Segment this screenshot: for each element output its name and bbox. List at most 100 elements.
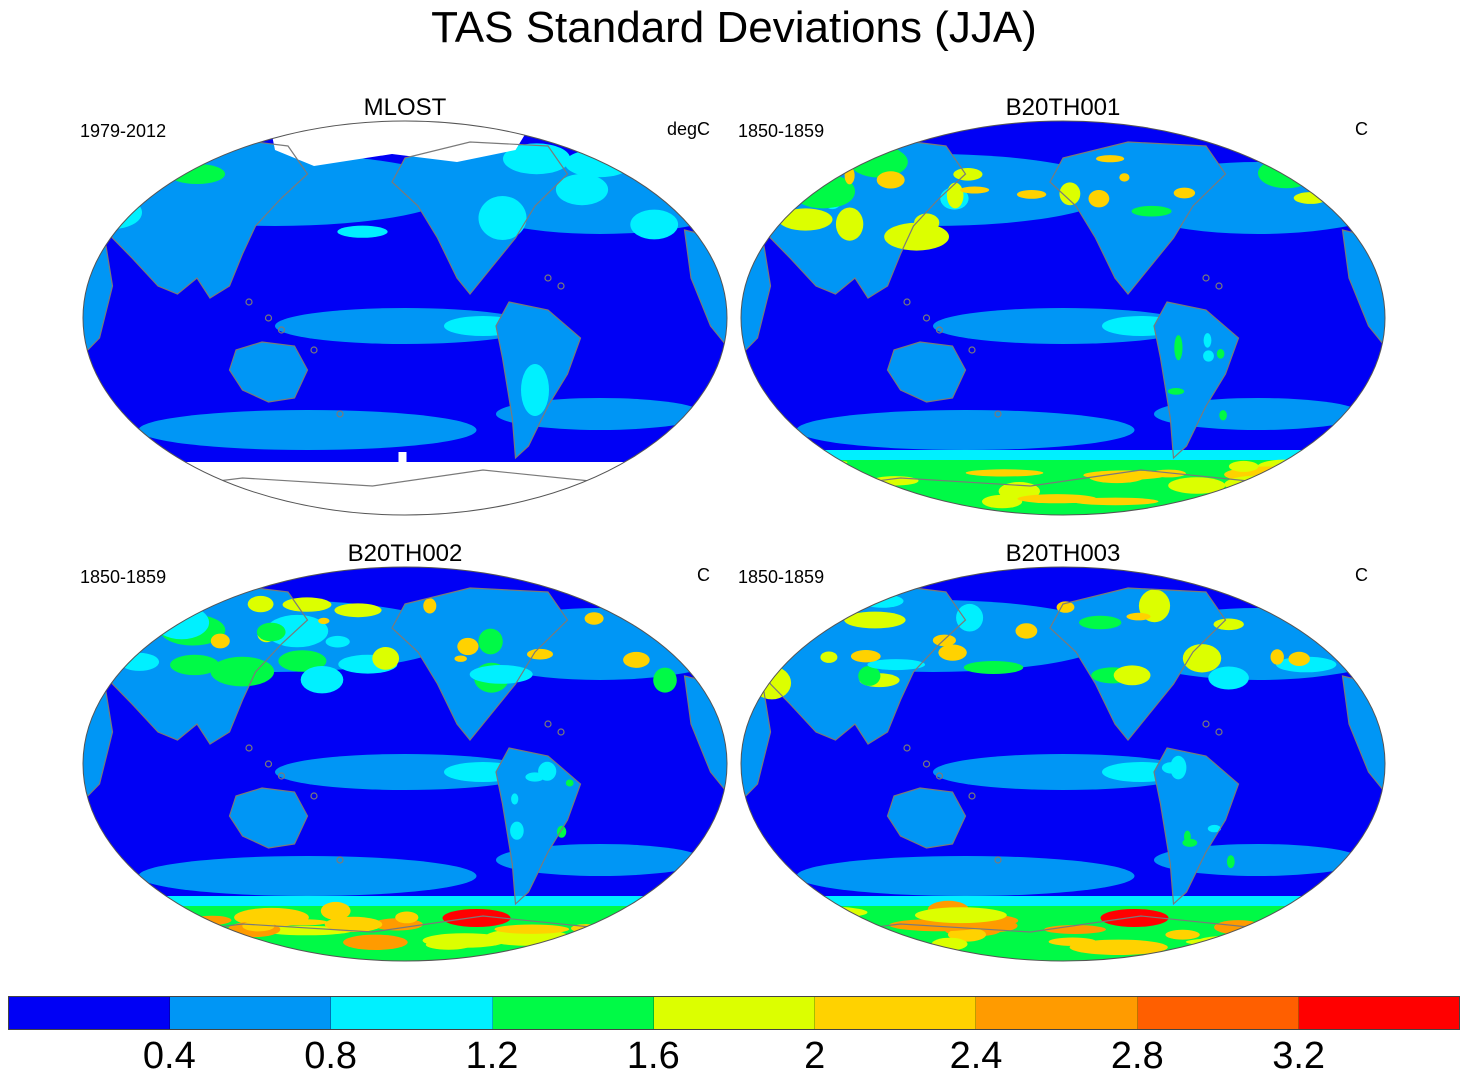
coastline-samerica	[495, 301, 582, 460]
variability-blob	[555, 174, 609, 206]
variability-blob	[1208, 666, 1249, 690]
island-outline	[1202, 720, 1210, 728]
variability-blob	[756, 608, 802, 624]
antarctic-peak	[1354, 480, 1383, 492]
variability-blob	[1213, 618, 1244, 631]
variability-blob	[564, 149, 633, 178]
island-outline	[264, 314, 273, 322]
island-outline	[968, 346, 976, 354]
antarctic-blob	[1044, 925, 1106, 934]
antarctic-blob	[753, 490, 793, 510]
antarctic-blob	[595, 920, 675, 935]
colorbar-tick-label: 2.8	[1110, 1035, 1164, 1077]
antarctic-blob	[1271, 914, 1333, 934]
variability-blob	[1219, 410, 1227, 421]
variability-blob	[1283, 593, 1301, 621]
coastline-namerica	[1049, 141, 1227, 295]
panel-title: MLOST	[363, 94, 447, 121]
colorbar-box	[9, 997, 171, 1029]
antarctic-blob	[137, 902, 169, 919]
variability-blob	[83, 607, 146, 625]
variability-blob	[372, 647, 400, 670]
variability-blob	[1059, 182, 1081, 206]
variability-blob	[1203, 333, 1212, 348]
island-outline	[1215, 282, 1223, 290]
antarctic-blob	[751, 458, 848, 466]
coastline-asia	[98, 137, 309, 299]
variability-blob	[1126, 612, 1151, 621]
variability-blob	[778, 208, 833, 231]
island-outline	[310, 792, 318, 800]
land-fill	[887, 788, 966, 848]
colorbar-tick-label: 2.4	[949, 1035, 1003, 1077]
colorbar-box	[331, 997, 493, 1029]
variability-blob	[145, 592, 167, 606]
variability-blob	[794, 164, 838, 181]
variability-blob	[841, 144, 904, 171]
island-outline	[336, 856, 344, 864]
period-label: 1850-1859	[80, 567, 167, 587]
island-outline	[935, 772, 944, 780]
antarctic-blob	[1306, 462, 1385, 475]
period-label: 1850-1859	[738, 121, 825, 141]
antarctic-band-edge	[741, 450, 1385, 460]
antarctic-peak	[743, 484, 772, 496]
panel-b20th001: B20TH001 1850-1859 C	[738, 94, 1388, 539]
antarctic-blob	[1290, 930, 1347, 938]
antarctic-blob	[1048, 937, 1097, 946]
variability-blob	[1096, 155, 1125, 163]
antarctic-blob	[741, 926, 823, 946]
variability-blob	[1056, 601, 1075, 613]
variability-blob	[963, 661, 1024, 674]
antarctic-peak	[696, 926, 725, 938]
antarctic-blob	[802, 465, 836, 472]
antarctic-blob	[425, 939, 472, 950]
variability-blob	[653, 667, 677, 693]
colorbar-box	[492, 997, 654, 1029]
island-outline	[336, 410, 344, 418]
variability-blob	[960, 186, 990, 194]
variability-blob	[478, 196, 527, 240]
antarctic-blob	[343, 934, 408, 950]
south-band	[138, 410, 477, 450]
variability-blob	[884, 222, 949, 251]
world-map	[740, 120, 1386, 516]
land-fill	[229, 788, 308, 848]
colorbar-tick-label: 2	[804, 1035, 826, 1077]
variability-blob	[1079, 615, 1122, 630]
units-label: degC	[666, 119, 710, 139]
variability-blob	[844, 611, 906, 629]
colorbar-tick-label: 0.8	[304, 1035, 358, 1077]
units-label: C	[1355, 119, 1368, 139]
island-outline	[277, 772, 286, 780]
variability-blob	[511, 793, 519, 805]
variability-blob	[565, 779, 574, 787]
variability-blob	[1015, 623, 1038, 639]
variability-blob	[938, 644, 967, 661]
island-outline	[968, 792, 976, 800]
antarctic-peak	[1100, 909, 1169, 927]
map-frame	[740, 120, 1386, 516]
antarctic-band-edge	[83, 896, 727, 906]
island-outline	[994, 856, 1002, 864]
antarctic-blob	[825, 486, 860, 505]
map-frame	[740, 566, 1386, 962]
variability-blob	[334, 603, 382, 618]
land-fill	[1154, 748, 1239, 904]
antarctic-blob	[871, 476, 919, 486]
coastline-australia	[228, 341, 309, 403]
variability-blob	[850, 650, 881, 663]
variability-blob	[844, 166, 855, 185]
antarctic-blob	[1321, 473, 1385, 490]
variability-blob	[1226, 855, 1235, 869]
variability-blob	[1305, 153, 1362, 167]
coastline-namerica	[1049, 587, 1227, 741]
island-outline	[264, 760, 273, 768]
island-outline	[557, 282, 565, 290]
variability-blob	[630, 209, 679, 240]
variability-blob	[1288, 651, 1310, 666]
island-outline	[557, 728, 565, 736]
land-fill	[392, 588, 568, 740]
antarctic-blob	[947, 927, 987, 942]
land-fill	[229, 342, 308, 402]
